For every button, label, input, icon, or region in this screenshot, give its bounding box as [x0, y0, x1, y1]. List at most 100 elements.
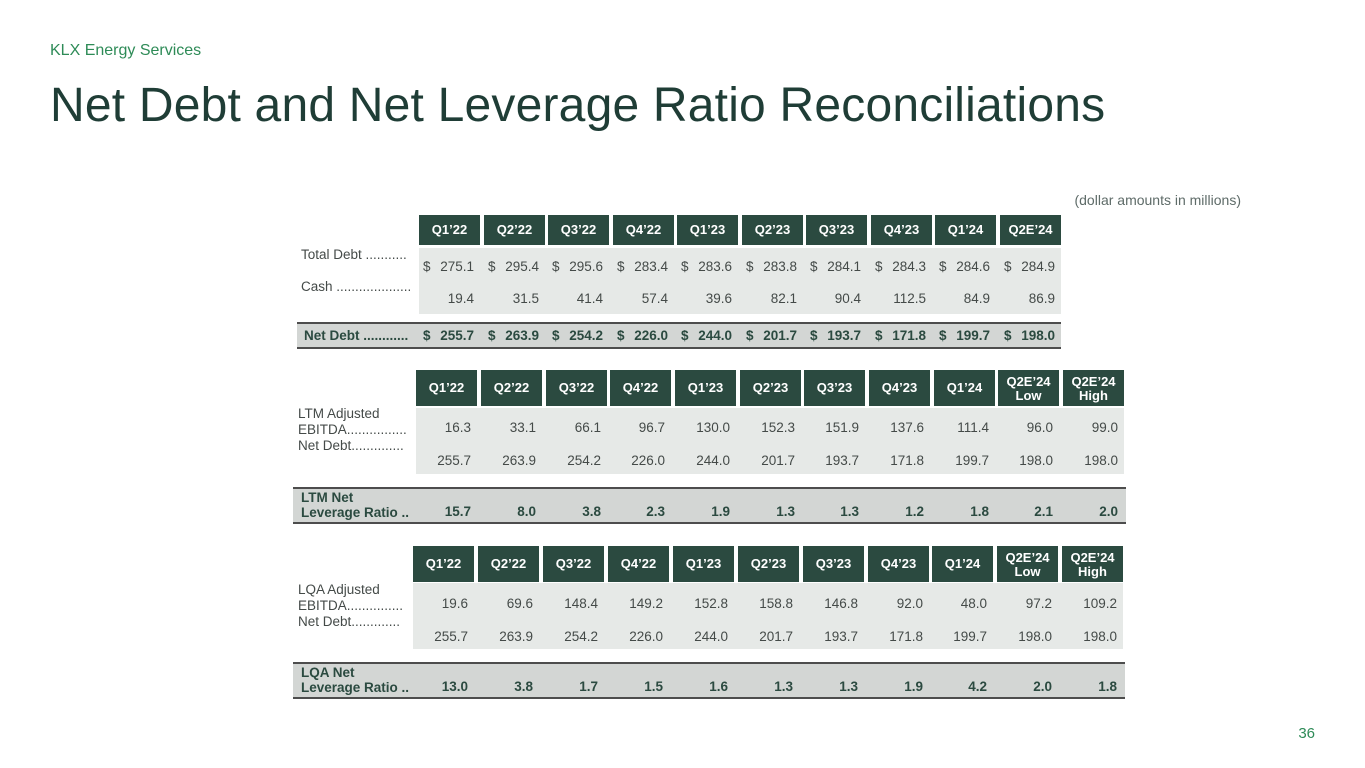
lqa_table-total-cell: 1.6: [673, 679, 734, 695]
value: 66.1: [574, 420, 601, 435]
value: 1.8: [970, 504, 989, 519]
lqa_table-total-cell: 1.3: [803, 679, 864, 695]
lqa_table-total-cell: 1.3: [738, 679, 799, 695]
lqa_table-total-cell: 1.5: [608, 679, 669, 695]
net-debt-row-label: Cash ....................: [301, 279, 412, 294]
net-debt-total-cell: $226.0: [613, 328, 674, 344]
ltm_table-cell: 151.9: [804, 420, 865, 436]
net-debt-row-label: Total Debt ...........: [301, 247, 407, 262]
value: 1.9: [904, 679, 923, 694]
value: 199.7: [956, 328, 990, 343]
ltm_table-total-cell: 3.8: [546, 504, 607, 520]
value: 1.8: [1098, 679, 1117, 694]
lqa_table-total-band: [293, 662, 1125, 699]
currency-symbol: $: [617, 259, 625, 274]
ltm_table-cell: 96.7: [610, 420, 671, 436]
ltm_table-total-band: [293, 487, 1126, 524]
ltm_table-total-cell: 1.9: [675, 504, 736, 520]
ltm_table-col-header: Q2’23: [740, 370, 801, 406]
net-debt-total-cell: $199.7: [935, 328, 996, 344]
value: 1.6: [709, 679, 728, 694]
value: 15.7: [444, 504, 471, 519]
net-debt-total-cell: $263.9: [484, 328, 545, 344]
currency-symbol: $: [423, 259, 431, 274]
value: 90.4: [834, 291, 861, 306]
net-debt-col-header: Q2E’24: [1000, 215, 1061, 245]
currency-symbol: $: [939, 328, 947, 343]
currency-symbol: $: [1004, 259, 1012, 274]
lqa_table-total-label-line2: Leverage Ratio ..: [301, 680, 410, 695]
currency-symbol: $: [746, 259, 754, 274]
value: 149.2: [629, 596, 663, 611]
value: 201.7: [761, 453, 795, 468]
lqa_table-cell: 148.4: [543, 596, 604, 612]
ltm_table-total-cell: 1.8: [934, 504, 995, 520]
lqa_table-net-debt-label: Net Debt.............: [298, 614, 401, 629]
ltm_table-cell: 244.0: [675, 453, 736, 469]
value: 244.0: [696, 453, 730, 468]
value: 82.1: [770, 291, 797, 306]
ltm_table-cell: 137.6: [869, 420, 930, 436]
ltm_table-col-header: Q3’23: [804, 370, 865, 406]
lqa_table-col-header: Q1’22: [413, 546, 474, 582]
ltm_table-cell: 152.3: [740, 420, 801, 436]
currency-symbol: $: [746, 328, 754, 343]
lqa_table-total-cell: 1.7: [543, 679, 604, 695]
value: 109.2: [1083, 596, 1117, 611]
net-debt-col-header: Q3’22: [548, 215, 609, 245]
value: 69.6: [506, 596, 533, 611]
value: 97.2: [1025, 596, 1052, 611]
value: 263.9: [499, 629, 533, 644]
ltm_table-cell: 96.0: [998, 420, 1059, 436]
value: 254.2: [569, 328, 603, 343]
lqa_table-cell: 158.8: [738, 596, 799, 612]
value: 171.8: [890, 453, 924, 468]
lqa_table-cell: 69.6: [478, 596, 539, 612]
value: 146.8: [824, 596, 858, 611]
value: 2.1: [1034, 504, 1053, 519]
lqa_table-cell: 255.7: [413, 629, 474, 645]
ltm_table-cell: 130.0: [675, 420, 736, 436]
ltm_table-cell: 198.0: [998, 453, 1059, 469]
ltm_table-cell: 226.0: [610, 453, 671, 469]
value: 193.7: [824, 629, 858, 644]
value: 152.8: [694, 596, 728, 611]
value: 198.0: [1083, 629, 1117, 644]
value: 284.1: [827, 259, 861, 274]
value: 199.7: [955, 453, 989, 468]
net-debt-cell: $275.1: [419, 259, 480, 275]
ltm_table-cell: 33.1: [481, 420, 542, 436]
ltm_table-cell: 66.1: [546, 420, 607, 436]
value: 99.0: [1091, 420, 1118, 435]
lqa_table-cell: 263.9: [478, 629, 539, 645]
net-debt-cell: $295.4: [484, 259, 545, 275]
lqa_table-col-header: Q4’23: [868, 546, 929, 582]
ltm_table-total-label-line2: Leverage Ratio ..: [301, 505, 410, 520]
net-debt-cell: 57.4: [613, 291, 674, 307]
value: 8.0: [517, 504, 536, 519]
ltm_table-data-band: [416, 408, 1124, 474]
value: 199.7: [953, 629, 987, 644]
currency-symbol: $: [423, 328, 431, 343]
value: 284.6: [956, 259, 990, 274]
value: 263.9: [502, 453, 536, 468]
net-debt-col-header: Q3’23: [806, 215, 867, 245]
value: 1.9: [711, 504, 730, 519]
net-debt-total-cell: $201.7: [742, 328, 803, 344]
value: 284.3: [892, 259, 926, 274]
value: 1.7: [579, 679, 598, 694]
net-debt-col-header: Q4’23: [871, 215, 932, 245]
value: 1.3: [776, 504, 795, 519]
net-debt-cell: 41.4: [548, 291, 609, 307]
value: 254.2: [567, 453, 601, 468]
value: 255.7: [440, 328, 474, 343]
value: 41.4: [576, 291, 603, 306]
ltm_table-cell: 193.7: [804, 453, 865, 469]
value: 171.8: [889, 629, 923, 644]
net-debt-cell: 39.6: [677, 291, 738, 307]
ltm_table-total-cell: 15.7: [416, 504, 477, 520]
currency-symbol: $: [875, 259, 883, 274]
ltm_table-total-cell: 1.3: [804, 504, 865, 520]
ltm_table-total-cell: 2.0: [1063, 504, 1124, 520]
lqa_table-total-cell: 4.2: [932, 679, 993, 695]
